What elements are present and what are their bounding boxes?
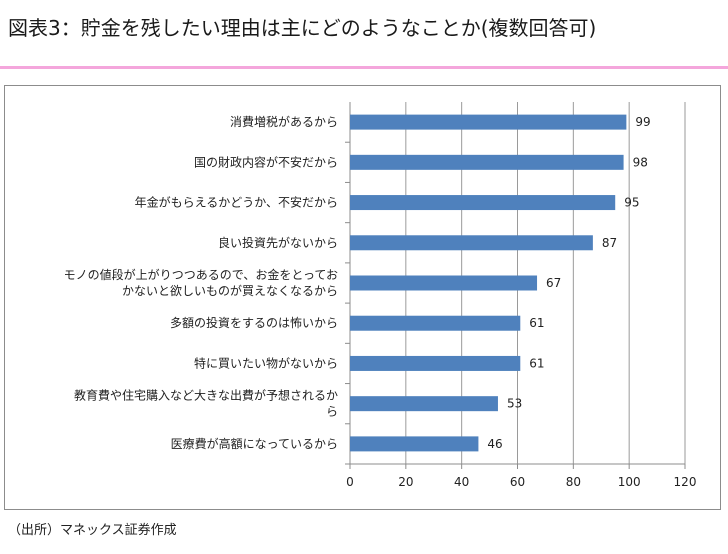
chart-frame: 0 20 40 60 80 100 120 99 消費増税があるから 98 国の財政内容が不安だから… <box>4 85 721 510</box>
bar <box>350 436 479 452</box>
x-tick-label: 120 <box>674 475 697 489</box>
bar <box>350 114 627 130</box>
page-title: 図表3：貯金を残したい理由は主にどのようなことか(複数回答可) <box>8 16 597 40</box>
bar <box>350 315 521 331</box>
x-tick-label: 40 <box>454 475 469 489</box>
category-label: 多額の投資をするのは怖いから <box>170 315 338 330</box>
category-label: 特に買いたい物がないから <box>194 355 338 370</box>
data-label: 87 <box>602 236 617 250</box>
bar <box>350 396 498 412</box>
title-divider <box>0 66 728 69</box>
category-label: モノの値段が上がりつつあるので、お金をとってお <box>64 267 338 282</box>
category-label: 国の財政内容が不安だから <box>194 154 338 169</box>
bar <box>350 195 616 211</box>
category-label: 年金がもらえるかどうか、不安だから <box>135 195 338 210</box>
source-note: （出所）マネックス証券作成 <box>8 523 177 538</box>
data-label: 61 <box>529 356 544 370</box>
bar <box>350 275 538 291</box>
data-label: 67 <box>546 276 561 290</box>
category-label: かないと欲しいものが買えなくなるから <box>122 283 338 298</box>
category-label: 消費増税があるから <box>230 114 338 129</box>
category-label: ら <box>326 405 338 419</box>
data-label: 53 <box>507 397 522 411</box>
category-label: 医療費が高額になっているから <box>171 436 338 451</box>
data-label: 61 <box>529 316 544 330</box>
category-label: 教育費や住宅購入など大きな出費が予想されるか <box>74 388 338 403</box>
data-label: 99 <box>635 115 650 129</box>
category-label: 良い投資先がないから <box>218 235 338 250</box>
data-label: 95 <box>624 196 639 210</box>
x-tick-label: 80 <box>566 475 581 489</box>
bar <box>350 235 593 251</box>
bar-chart: 0 20 40 60 80 100 120 99 消費増税があるから 98 国の財政内容が不安だから… <box>64 102 697 489</box>
data-label: 98 <box>633 155 648 169</box>
x-tick-label: 60 <box>510 475 525 489</box>
bar <box>350 154 624 170</box>
x-tick-label: 0 <box>346 475 354 489</box>
x-tick-label: 100 <box>618 475 641 489</box>
data-label: 46 <box>487 437 502 451</box>
bar <box>350 355 521 371</box>
x-tick-label: 20 <box>398 475 413 489</box>
